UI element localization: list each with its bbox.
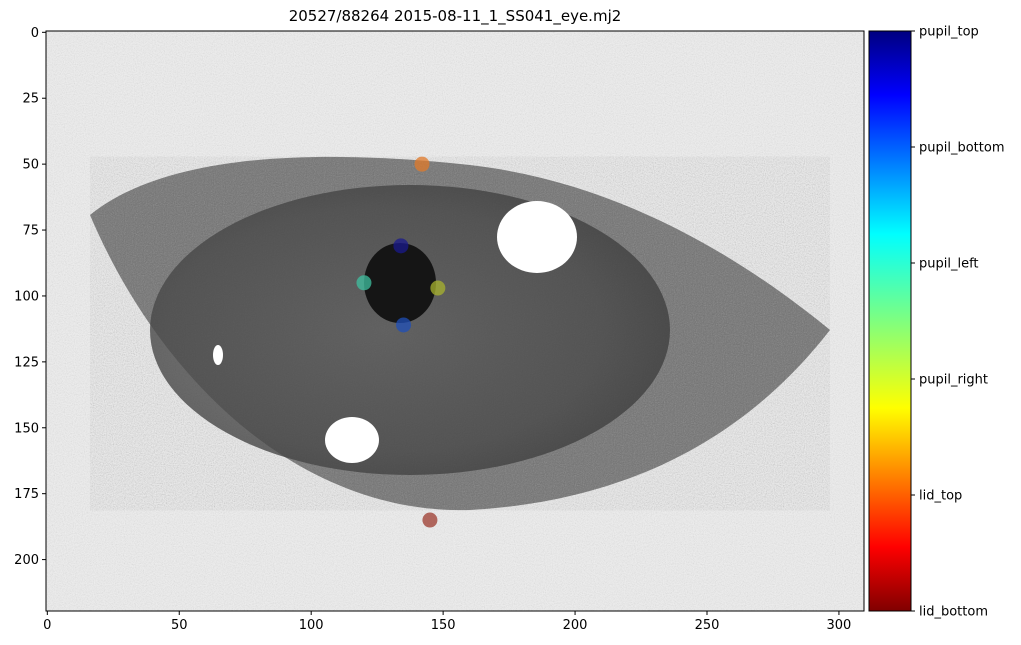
x-tick-label: 100: [299, 618, 324, 633]
landmark-point-pupil-right: [430, 280, 446, 296]
y-tick-label: 25: [22, 92, 39, 107]
landmark-point-lid-top: [414, 156, 430, 172]
y-tick-label: 150: [14, 421, 39, 436]
x-tick-label: 250: [695, 618, 720, 633]
x-tick-label: 150: [431, 618, 456, 633]
landmark-point-pupil-left: [356, 275, 372, 291]
landmark-point-pupil-top: [393, 238, 409, 254]
colorbar-label: lid_bottom: [919, 605, 988, 620]
y-axis: 0 25 50 75 100 125 150 175 200: [14, 26, 46, 568]
colorbar-labels: pupil_top pupil_bottom pupil_left pupil_rig…: [911, 25, 1004, 620]
landmark-points: [356, 156, 446, 528]
landmark-point-pupil-bottom: [396, 317, 412, 333]
x-tick-label: 300: [827, 618, 852, 633]
y-tick-label: 200: [14, 553, 39, 568]
x-tick-label: 200: [563, 618, 588, 633]
y-tick-label: 100: [14, 289, 39, 304]
y-tick-label: 125: [14, 355, 39, 370]
y-tick-label: 75: [22, 224, 39, 239]
plot-frame: [45, 30, 865, 612]
colorbar-label: pupil_right: [919, 373, 988, 388]
y-tick-label: 175: [14, 487, 39, 502]
x-axis: 0 50 100 150 200 250 300: [43, 611, 851, 633]
x-tick-label: 0: [43, 618, 51, 633]
y-tick-label: 0: [31, 26, 39, 41]
y-tick-label: 50: [22, 158, 39, 173]
landmark-point-lid-bottom: [422, 512, 438, 528]
colorbar: [868, 30, 912, 612]
chart-title: 20527/88264 2015-08-11_1_SS041_eye.mj2: [289, 7, 622, 26]
colorbar-label: pupil_left: [919, 257, 979, 272]
x-tick-label: 50: [171, 618, 188, 633]
colorbar-label: lid_top: [919, 489, 962, 504]
colorbar-label: pupil_bottom: [919, 141, 1004, 156]
colorbar-label: pupil_top: [919, 25, 979, 40]
eye-image: [46, 31, 864, 611]
